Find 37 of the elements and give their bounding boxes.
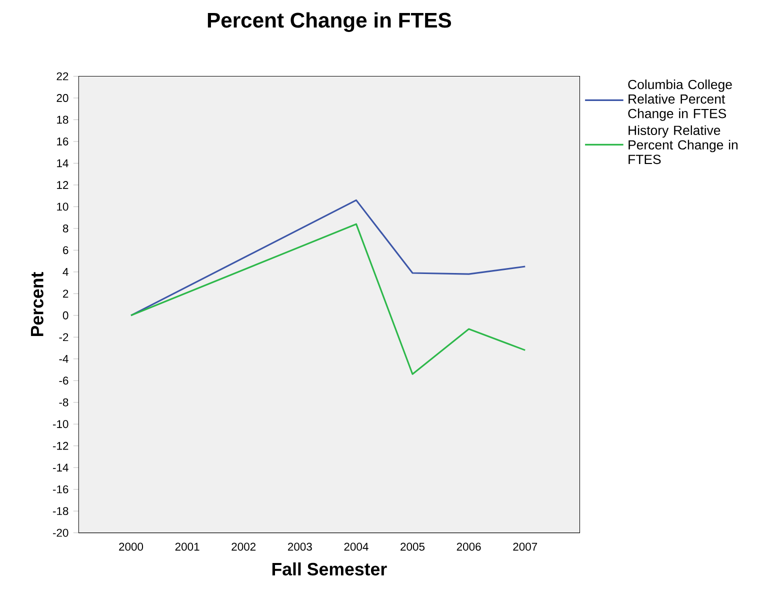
x-tick-label: 2006 [456,542,481,551]
x-tick-label: 2000 [119,542,144,551]
y-tick-label: -4 [59,354,68,363]
x-tick-label: 2007 [513,542,538,551]
y-tick-label: 14 [57,159,68,168]
x-tick-label: 2003 [288,542,312,551]
y-tick-label: -8 [59,398,68,406]
legend-label: Columbia College Relative Percent Change in FTES [628,79,732,121]
y-tick-label: 20 [56,94,68,102]
y-tick-label: -2 [59,333,68,341]
y-tick-label: -20 [52,528,68,537]
y-axis-title: Percent [30,272,44,336]
line-series [130,223,526,375]
y-tick-label: 0 [62,311,68,320]
x-tick-label: 2005 [400,542,425,551]
x-tick-label: 2002 [232,542,256,551]
y-tick-label: 16 [57,137,68,146]
chart-title: Percent Change in FTES [208,12,452,32]
x-tick-label: 2004 [344,542,368,551]
y-tick-label: 22 [56,72,68,80]
y-tick-label: -14 [52,464,68,472]
y-tick-label: 8 [62,224,68,232]
x-axis-title: Fall Semester [272,562,387,576]
y-tick-label: 2 [63,290,68,298]
y-tick-label: 4 [62,268,68,276]
line-series [130,199,526,316]
y-tick-label: -6 [59,376,68,385]
y-tick-label: 6 [63,246,68,254]
y-tick-label: -18 [52,507,68,515]
y-tick-label: 12 [57,180,68,189]
legend-label: History Relative Percent Change in FTES [628,125,738,164]
y-tick-label: -12 [52,442,68,450]
x-tick-label: 2001 [175,542,200,551]
y-tick-label: -10 [52,420,68,428]
y-tick-label: 18 [57,116,68,124]
y-tick-label: 10 [57,202,68,211]
y-tick-label: -16 [52,485,68,494]
